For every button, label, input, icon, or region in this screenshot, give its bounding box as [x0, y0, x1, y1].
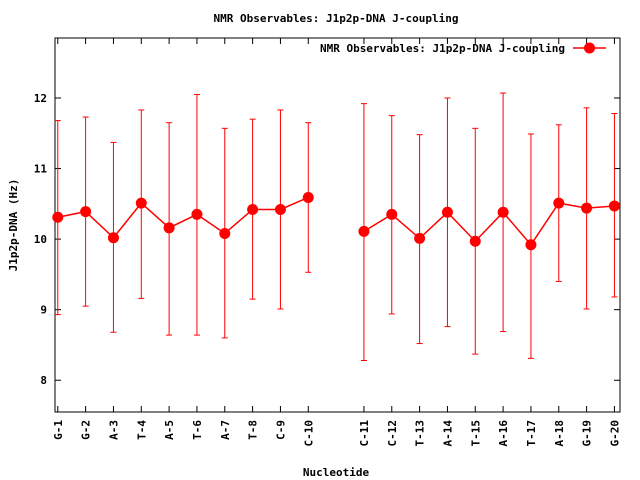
x-tick-label: A-14: [441, 420, 454, 447]
x-tick-label: C-12: [386, 420, 399, 447]
x-tick-label: A-16: [497, 420, 510, 447]
x-tick-label: G-20: [608, 420, 621, 447]
data-point: [386, 208, 398, 220]
x-tick-label: G-1: [52, 420, 65, 440]
x-tick-label: T-13: [414, 420, 427, 447]
data-point: [497, 206, 509, 218]
data-point: [135, 197, 147, 209]
data-points: [52, 191, 620, 251]
data-point: [191, 208, 203, 220]
series-line: [363, 202, 615, 246]
data-point: [247, 203, 259, 215]
x-tick-label: A-5: [163, 420, 176, 440]
data-point: [219, 227, 231, 239]
x-tick-label: C-9: [274, 420, 287, 440]
data-point: [469, 235, 481, 247]
x-tick-label: T-17: [525, 420, 538, 447]
series-line: [57, 196, 309, 239]
error-bars: [54, 92, 618, 361]
x-tick-label: T-4: [135, 420, 148, 440]
x-tick-label: A-18: [553, 420, 566, 447]
x-tick-label: T-8: [247, 420, 260, 440]
legend: NMR Observables: J1p2p-DNA J-coupling: [320, 42, 606, 55]
data-point: [414, 232, 426, 244]
x-tick-label: A-7: [219, 420, 232, 440]
y-tick-label: 10: [34, 233, 47, 246]
y-axis-label: J1p2p-DNA (Hz): [7, 179, 20, 272]
x-tick-label: G-2: [80, 420, 93, 440]
data-point: [302, 191, 314, 203]
x-tick-label: C-11: [358, 420, 371, 447]
data-point: [80, 206, 92, 218]
x-tick-label: T-6: [191, 420, 204, 440]
x-axis-label: Nucleotide: [303, 466, 370, 479]
data-point: [274, 203, 286, 215]
y-tick-label: 12: [34, 92, 47, 105]
data-point: [581, 202, 593, 214]
chart-title: NMR Observables: J1p2p-DNA J-coupling: [213, 12, 458, 25]
x-tick-label: G-19: [581, 420, 594, 447]
data-point: [608, 200, 620, 212]
data-point: [358, 225, 370, 237]
legend-marker: [584, 42, 595, 54]
data-point: [163, 222, 175, 234]
data-point: [107, 232, 119, 244]
data-point: [52, 211, 64, 223]
legend-label: NMR Observables: J1p2p-DNA J-coupling: [320, 42, 565, 55]
y-tick-label: 8: [40, 374, 47, 387]
plot-frame: [54, 37, 621, 413]
series-line-group: [57, 196, 615, 246]
data-point: [441, 206, 453, 218]
y-tick-label: 9: [40, 304, 47, 317]
x-tick-label: T-15: [469, 420, 482, 447]
data-point: [553, 197, 565, 209]
y-tick-label: 11: [34, 163, 48, 176]
x-axis-ticks: G-1 G-2 A-3 T-4 A-5 T-6 A-7 T-8 C-9 C-10 C-11 C-12 T…: [52, 38, 621, 447]
x-tick-label: C-10: [302, 420, 315, 447]
x-tick-label: A-3: [107, 420, 120, 440]
data-point: [525, 239, 537, 251]
